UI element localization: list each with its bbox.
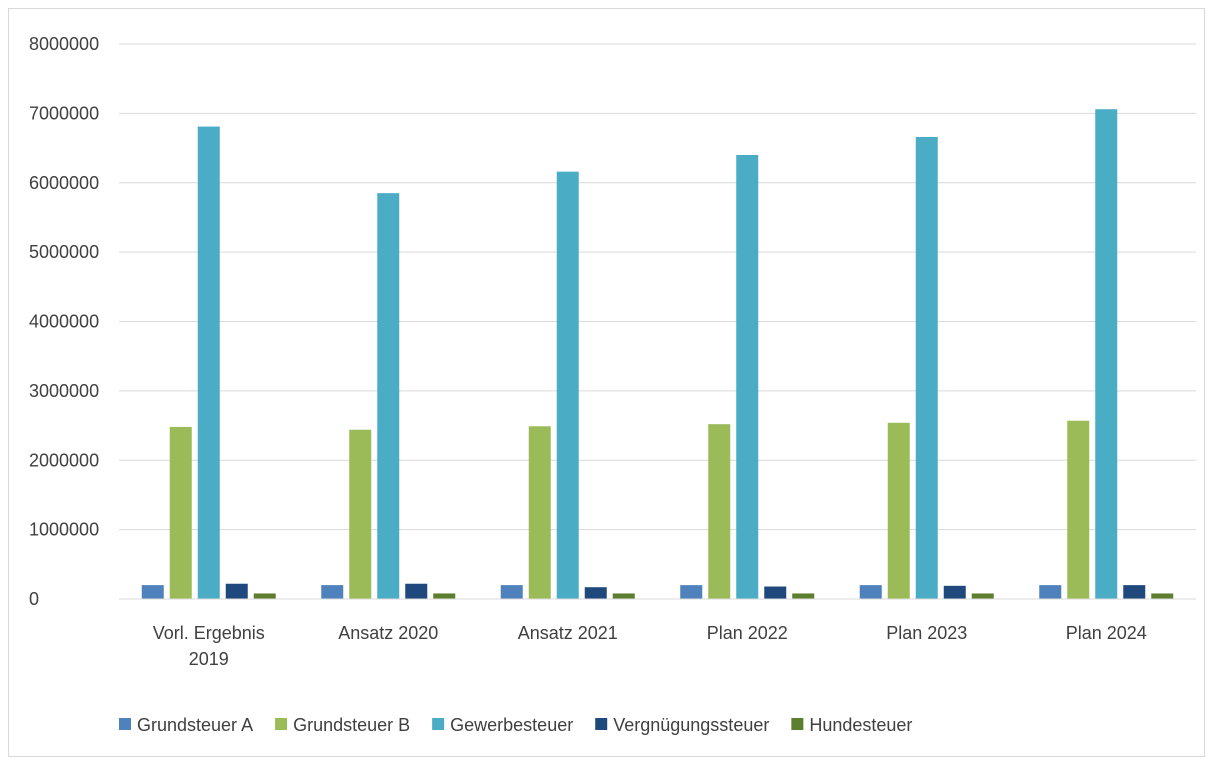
legend-swatch [432,718,445,730]
x-category-label: Plan 2024 [1066,623,1147,643]
legend-label: Gewerbesteuer [450,715,573,735]
bar-gewerbesteuer-0 [197,126,220,600]
bar-hundesteuer-5 [1151,593,1174,599]
y-tick-label: 1000000 [29,520,99,540]
bar-grundsteuer-b-4 [887,422,910,599]
legend-label: Vergnügungssteuer [613,715,769,735]
bar-gewerbesteuer-2 [556,171,579,599]
bar-vergn-gungssteuer-5 [1123,585,1146,599]
bar-vergn-gungssteuer-0 [225,583,248,599]
bar-grundsteuer-b-5 [1067,420,1090,599]
legend-swatch [791,718,804,730]
x-category-label: Ansatz 2020 [338,623,438,643]
x-category-label: Plan 2023 [886,623,967,643]
bar-grundsteuer-b-0 [169,426,192,599]
bar-grundsteuer-a-0 [141,585,164,599]
x-axis-category-labels: Vorl. Ergebnis 2019 Ansatz 2020 Ansatz 2021… [153,623,1147,669]
legend-swatch [595,718,608,730]
legend-label: Grundsteuer B [293,715,410,735]
x-category-label: Plan 2022 [707,623,788,643]
bar-gewerbesteuer-3 [736,155,759,599]
bar-grundsteuer-b-3 [708,424,731,599]
y-tick-label: 0 [29,589,39,609]
chart-container: 0 1000000 2000000 3000000 4000000 5000000 6000… [8,8,1205,757]
bar-hundesteuer-1 [433,593,456,599]
bar-vergn-gungssteuer-1 [405,583,428,599]
bar-grundsteuer-a-2 [500,585,523,599]
y-tick-label: 3000000 [29,381,99,401]
bar-gewerbesteuer-4 [915,136,938,599]
y-tick-label: 4000000 [29,312,99,332]
bar-hundesteuer-0 [253,593,276,599]
bar-grundsteuer-a-5 [1039,585,1062,599]
y-tick-label: 7000000 [29,103,99,123]
bar-vergn-gungssteuer-4 [943,585,966,599]
bar-grundsteuer-b-2 [528,426,551,599]
legend-swatch [275,718,288,730]
legend-swatch [119,718,131,730]
bar-gewerbesteuer-5 [1095,109,1118,600]
bar-vergn-gungssteuer-3 [764,586,787,599]
bar-hundesteuer-2 [612,593,635,599]
bar-vergn-gungssteuer-2 [584,587,607,599]
bar-grundsteuer-a-3 [680,585,703,599]
x-category-label: 2019 [189,649,229,669]
bars [141,109,1174,600]
bar-grundsteuer-a-4 [859,585,882,599]
y-axis-tick-labels: 0 1000000 2000000 3000000 4000000 5000000 6000… [29,34,99,609]
x-category-label: Vorl. Ergebnis [153,623,265,643]
x-category-label: Ansatz 2021 [518,623,618,643]
bar-hundesteuer-4 [971,593,994,599]
bar-chart: 0 1000000 2000000 3000000 4000000 5000000 6000… [29,34,1196,735]
legend-label: Grundsteuer A [137,715,253,735]
legend-label: Hundesteuer [809,715,912,735]
y-tick-label: 6000000 [29,173,99,193]
y-tick-label: 8000000 [29,34,99,54]
bar-hundesteuer-3 [792,593,815,599]
y-tick-label: 2000000 [29,450,99,470]
bar-grundsteuer-b-1 [349,429,372,599]
legend: Grundsteuer A Grundsteuer B Gewerbesteuer V… [119,715,912,735]
bar-grundsteuer-a-1 [321,585,344,599]
bar-gewerbesteuer-1 [377,193,400,599]
gridlines [119,43,1196,531]
y-tick-label: 5000000 [29,242,99,262]
